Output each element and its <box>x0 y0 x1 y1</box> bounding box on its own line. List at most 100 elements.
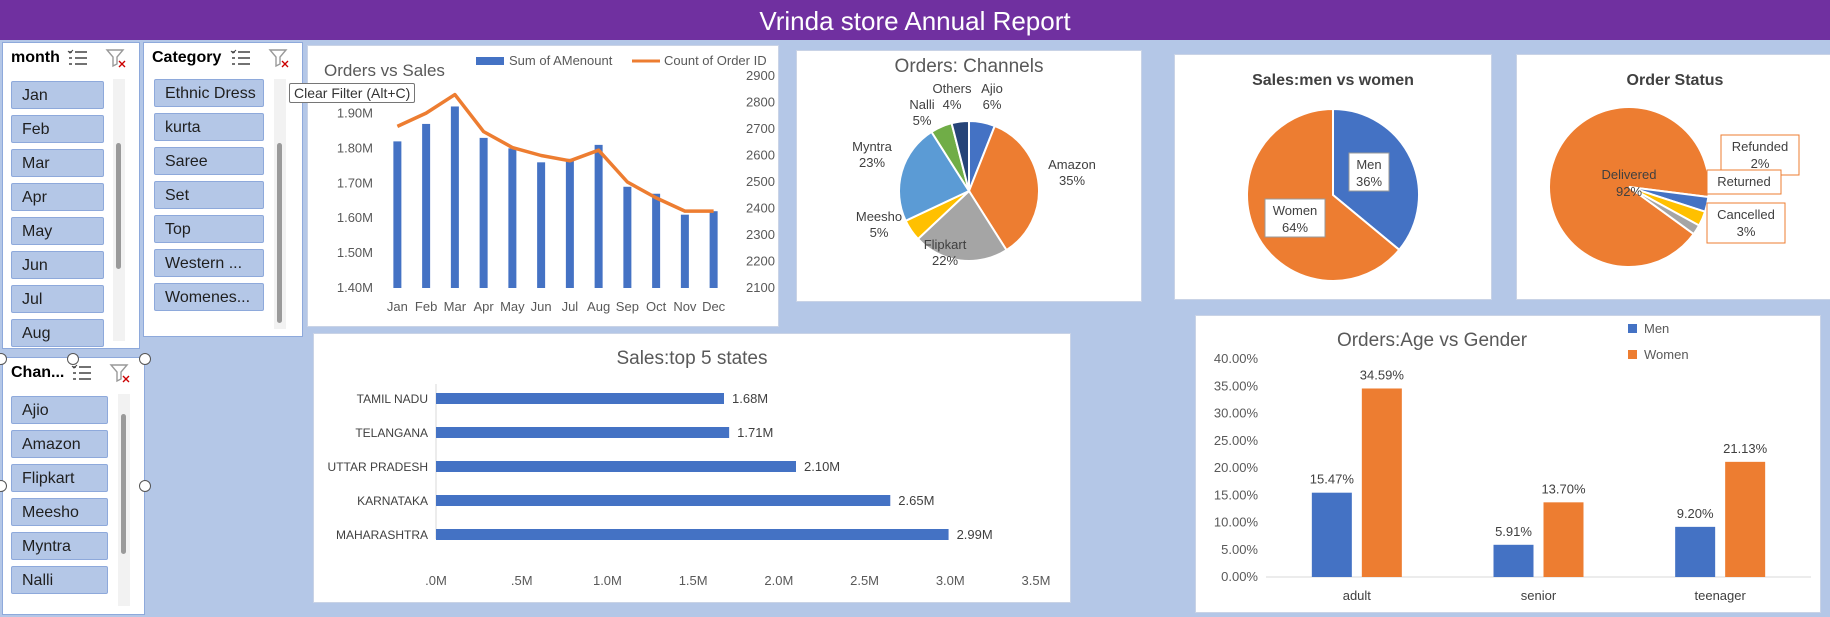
bar-state <box>436 427 730 438</box>
slicer-item-category[interactable]: Set <box>154 181 264 209</box>
data-label: 1.68M <box>732 391 768 406</box>
sales-men-women-panel[interactable]: Sales:men vs women Men 36% Women 64% <box>1174 54 1492 300</box>
data-label: 34.59% <box>1360 367 1405 382</box>
y-right-tick: 2100 <box>746 280 775 295</box>
slicer-item-category[interactable]: Womenes... <box>154 283 264 311</box>
slicer-item-category[interactable]: Western ... <box>154 249 264 277</box>
slice-label: Flipkart <box>924 237 967 252</box>
slice-label: Men <box>1356 157 1381 172</box>
line-orders <box>396 92 714 213</box>
slicer-item-channel[interactable]: Myntra <box>11 532 108 560</box>
y-left-tick: 1.50M <box>337 245 373 260</box>
slice-label: Others <box>932 81 972 96</box>
slicer-item-month[interactable]: Aug <box>11 319 104 347</box>
chart-title: Sales:top 5 states <box>616 348 767 369</box>
clear-filter-icon[interactable] <box>268 47 290 69</box>
slice-label: Cancelled <box>1717 207 1775 222</box>
channel-slicer-title: Chan... <box>11 364 65 381</box>
legend-swatch-bars <box>476 57 504 65</box>
bar-sales <box>393 141 402 288</box>
slice-label: Myntra <box>852 139 893 154</box>
chart-title: Order Status <box>1627 72 1724 89</box>
orders-channels-panel[interactable]: Orders: Channels Ajio 6% Amazon 35% Flipkart 2… <box>796 50 1142 302</box>
top5-states-panel[interactable]: Sales:top 5 states .0M .5M 1.0M 1.5M 2.0M 2.5M… <box>313 333 1071 603</box>
chart-title: Orders vs Sales <box>324 61 445 80</box>
channel-slice <box>950 119 970 192</box>
slicer-item-category[interactable]: kurta <box>154 113 264 141</box>
x-tick: Mar <box>444 299 467 314</box>
bar-state <box>436 461 796 472</box>
y-left-tick: 1.90M <box>337 105 373 120</box>
x-tick: Nov <box>673 299 697 314</box>
bar-women <box>1361 388 1402 577</box>
month-slicer[interactable]: month Jan Feb Mar Apr May Jun Jul Aug <box>2 42 140 349</box>
x-tick: 2.5M <box>850 573 879 588</box>
multi-select-icon[interactable] <box>67 47 89 69</box>
label-box <box>1706 202 1786 244</box>
channel-scrollbar[interactable] <box>118 394 130 606</box>
slicer-item-month[interactable]: Mar <box>11 149 104 177</box>
bar-men <box>1493 544 1534 577</box>
slicer-item-month[interactable]: Jan <box>11 81 104 109</box>
bar-women <box>1543 502 1584 577</box>
clear-filter-icon[interactable] <box>105 47 127 69</box>
slice-pct: 4% <box>943 97 962 112</box>
resize-handle[interactable] <box>67 353 79 365</box>
slicer-item-channel[interactable]: Nalli <box>11 566 108 594</box>
age-vs-gender-panel[interactable]: Orders:Age vs Gender Men Women 0.00% 5.00% 10… <box>1195 315 1821 613</box>
bar-women <box>1725 461 1766 577</box>
report-banner: Vrinda store Annual Report <box>0 0 1830 40</box>
y-tick: 15.00% <box>1214 487 1259 502</box>
slicer-item-month[interactable]: Feb <box>11 115 104 143</box>
slice-label: Returned <box>1717 174 1770 189</box>
slicer-item-month[interactable]: Jun <box>11 251 104 279</box>
x-tick: Sep <box>616 299 639 314</box>
category-slicer-title: Category <box>152 49 222 66</box>
resize-handle[interactable] <box>139 353 151 365</box>
x-tick: 2.0M <box>764 573 793 588</box>
x-tick: adult <box>1343 588 1372 603</box>
slicer-item-category[interactable]: Top <box>154 215 264 243</box>
slicer-item-month[interactable]: Apr <box>11 183 104 211</box>
order-status-panel[interactable]: Order Status Delivered 92% Refunded 2% Return… <box>1516 54 1830 300</box>
category-scrollbar[interactable] <box>274 79 286 329</box>
slicer-item-month[interactable]: Jul <box>11 285 104 313</box>
channel-slice <box>967 124 1040 252</box>
x-tick: Feb <box>415 299 437 314</box>
category-slicer[interactable]: Category Ethnic Dress kurta Saree Set Top Wes… <box>143 42 303 337</box>
x-tick: Aug <box>587 299 610 314</box>
y-tick: 25.00% <box>1214 433 1259 448</box>
gender-slice <box>1246 107 1401 282</box>
slicer-item-month[interactable]: May <box>11 217 104 245</box>
chart-title: Orders:Age vs Gender <box>1337 330 1528 351</box>
multi-select-icon[interactable] <box>230 47 252 69</box>
x-tick: May <box>500 299 525 314</box>
slicer-item-channel[interactable]: Meesho <box>11 498 108 526</box>
x-tick: Jun <box>531 299 552 314</box>
channel-slicer[interactable]: Chan... Ajio Amazon Flipkart Meesho Myntra Na… <box>2 357 145 615</box>
bar-sales <box>422 123 431 288</box>
slicer-item-category[interactable]: Ethnic Dress <box>154 79 264 107</box>
y-tick: 0.00% <box>1221 569 1258 584</box>
month-scrollbar[interactable] <box>113 79 125 341</box>
slicer-item-channel[interactable]: Ajio <box>11 396 108 424</box>
data-label: 15.47% <box>1310 472 1355 487</box>
slice-pct: 64% <box>1282 220 1308 235</box>
slicer-item-channel[interactable]: Amazon <box>11 430 108 458</box>
clear-filter-icon[interactable] <box>109 362 131 384</box>
orders-vs-sales-panel[interactable]: Orders vs Sales Sum of AMenount Count of O… <box>307 45 779 327</box>
slicer-item-channel[interactable]: Flipkart <box>11 464 108 492</box>
label-box <box>1720 134 1800 176</box>
data-label: 9.20% <box>1677 506 1714 521</box>
channel-slice <box>916 189 1008 262</box>
y-tick: 5.00% <box>1221 542 1258 557</box>
channel-slice <box>898 130 971 223</box>
x-tick: .0M <box>425 573 447 588</box>
bar-sales <box>450 106 459 288</box>
y-right-tick: 2300 <box>746 227 775 242</box>
multi-select-icon[interactable] <box>71 362 93 384</box>
resize-handle[interactable] <box>139 480 151 492</box>
slice-label: Amazon <box>1048 157 1096 172</box>
slicer-item-category[interactable]: Saree <box>154 147 264 175</box>
slice-label: Women <box>1273 203 1318 218</box>
